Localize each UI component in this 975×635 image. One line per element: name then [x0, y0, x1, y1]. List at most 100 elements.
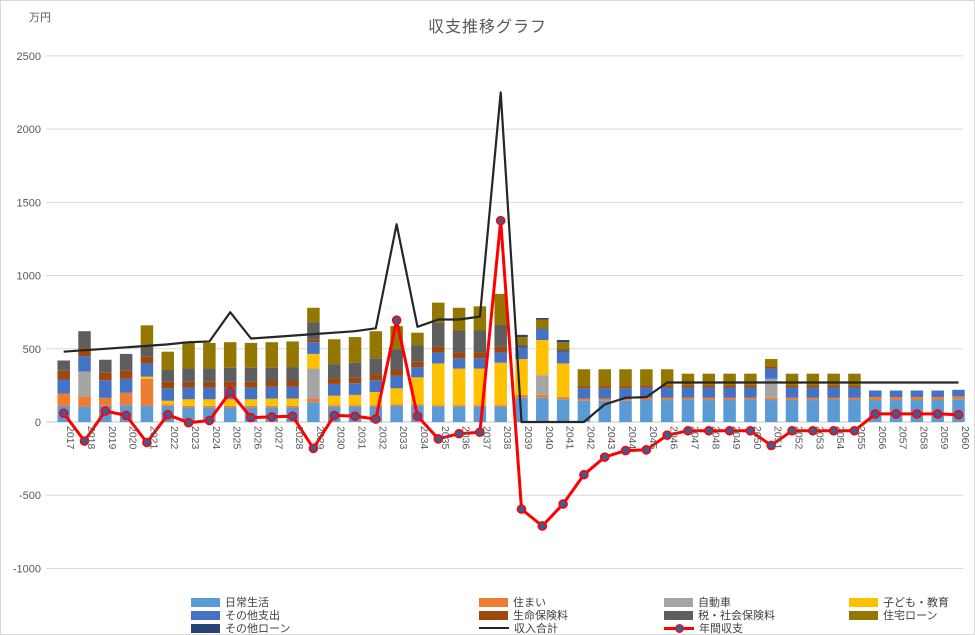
bar-segment-housing-loan-2052: [785, 373, 799, 386]
y-axis-unit-label: 万円: [29, 12, 51, 24]
bar-segment-life-insurance-2029: [307, 339, 320, 343]
bar-segment-other-expenses-2036: [452, 358, 466, 369]
x-tick-label-2043: 2043: [605, 426, 617, 450]
bar-segment-other-expenses-2021: [140, 363, 154, 377]
annual-balance-marker-2040: [537, 521, 548, 531]
bar-segment-children-education-2028: [286, 398, 299, 406]
bar-segment-housing-loan-2026: [244, 342, 258, 368]
annual-balance-marker-2020: [121, 410, 131, 421]
bar-segment-other-expenses-2026: [244, 387, 258, 400]
bar-segment-housing-2056: [869, 397, 882, 401]
bar-segment-tax-social-insurance-2026: [244, 367, 258, 382]
bar-segment-daily-living-2038: [494, 406, 507, 422]
bar-segment-other-expenses-2049: [723, 387, 736, 398]
bar-segment-housing-loan-2054: [827, 373, 840, 386]
x-tick-label-2034: 2034: [418, 426, 430, 450]
annual-balance-marker-2060: [953, 409, 964, 420]
bar-segment-other-expenses-2045: [640, 387, 653, 398]
bar-segment-housing-loan-2023: [182, 341, 195, 369]
bar-segment-other-expenses-2030: [327, 383, 341, 396]
bar-segment-other-expenses-2033: [390, 375, 403, 389]
bar-segment-life-insurance-2033: [390, 370, 403, 376]
x-tick-label-2033: 2033: [397, 426, 409, 450]
bar-segment-housing-2036: [452, 405, 466, 407]
x-tick-label-2058: 2058: [917, 426, 929, 450]
bar-segment-life-insurance-2022: [161, 381, 174, 389]
bar-segment-other-expenses-2057: [889, 390, 903, 398]
bar-segment-housing-2046: [660, 397, 674, 401]
bar-segment-housing-2043: [598, 398, 611, 401]
annual-balance-marker-2021: [142, 437, 152, 448]
bar-segment-tax-social-insurance-2028: [286, 367, 299, 381]
bar-segment-children-education-2040: [536, 339, 549, 376]
y-tick-label-500: 500: [23, 344, 41, 356]
bar-segment-tax-social-insurance-2019: [99, 359, 112, 373]
annual-balance-marker-2037: [475, 427, 485, 438]
bar-segment-housing-loan-2048: [702, 373, 716, 386]
x-tick-label-2046: 2046: [668, 426, 680, 450]
x-tick-label-2019: 2019: [106, 426, 118, 450]
bar-segment-tax-social-insurance-2021: [140, 345, 154, 357]
bar-segment-tax-social-insurance-2041: [556, 349, 570, 353]
bar-segment-housing-2055: [848, 397, 861, 401]
bar-segment-daily-living-2055: [848, 400, 861, 422]
annual-balance-marker-2043: [599, 452, 610, 462]
bar-segment-daily-living-2049: [723, 400, 736, 422]
bar-segment-housing-loan-2038: [494, 293, 507, 325]
bar-segment-housing-2058: [910, 397, 924, 401]
chart-title: 収支推移グラフ: [427, 19, 547, 36]
bar-segment-children-education-2024: [203, 399, 216, 406]
bar-segment-housing-2057: [889, 397, 903, 401]
x-tick-label-2035: 2035: [439, 426, 451, 450]
annual-balance-marker-2027: [266, 412, 277, 422]
bar-segment-other-expenses-2047: [681, 387, 695, 398]
bar-segment-life-insurance-2024: [203, 381, 216, 388]
bar-segment-life-insurance-2025: [223, 381, 237, 388]
bar-segment-other-loan-2039: [515, 334, 528, 338]
y-tick-label-2000: 2000: [17, 124, 41, 136]
x-tick-label-2028: 2028: [293, 426, 305, 450]
bar-segment-housing-2034: [411, 404, 424, 406]
bar-segment-tax-social-insurance-2037: [473, 330, 487, 353]
bar-segment-children-education-2033: [390, 388, 403, 405]
bar-segment-other-expenses-2050: [744, 387, 757, 398]
bar-segment-daily-living-2052: [785, 400, 799, 422]
bar-segment-housing-2040: [536, 394, 549, 398]
bar-segment-tax-social-insurance-2029: [307, 322, 320, 340]
bar-segment-life-insurance-2054: [827, 385, 840, 388]
bar-segment-housing-loan-2055: [848, 373, 861, 386]
bar-segment-tax-social-insurance-2024: [203, 368, 216, 382]
bar-segment-housing-loan-2047: [681, 373, 695, 386]
x-tick-label-2047: 2047: [688, 426, 700, 450]
bar-segment-life-insurance-2027: [265, 380, 279, 387]
annual-balance-marker-2025: [225, 387, 235, 397]
bar-segment-children-education-2041: [556, 363, 570, 398]
bar-segment-life-insurance-2020: [119, 370, 133, 379]
bar-segment-other-loan-2040: [536, 318, 549, 320]
x-tick-label-2040: 2040: [543, 426, 555, 450]
annual-balance-marker-2035: [433, 434, 444, 444]
bar-segment-housing-2044: [619, 398, 632, 401]
bar-segment-housing-2053: [806, 397, 820, 401]
bar-segment-housing-loan-2050: [744, 373, 757, 386]
bar-segment-tax-social-insurance-2031: [348, 362, 362, 378]
bar-segment-housing-2038: [494, 405, 507, 407]
bar-segment-housing-loan-2025: [223, 342, 237, 368]
bar-segment-tax-social-insurance-2032: [369, 358, 383, 375]
bar-segment-life-insurance-2042: [577, 386, 591, 389]
annual-balance-marker-2038: [495, 215, 506, 226]
bar-segment-housing-loan-2028: [286, 341, 299, 368]
bar-segment-housing-loan-2051: [764, 359, 778, 367]
bar-segment-tax-social-insurance-2036: [452, 330, 466, 353]
bar-segment-housing-2054: [827, 397, 840, 401]
x-tick-label-2049: 2049: [730, 426, 742, 450]
bar-segment-children-education-2030: [327, 395, 341, 406]
bar-segment-life-insurance-2045: [640, 385, 653, 388]
y-tick-label--500: -500: [19, 490, 41, 502]
bar-segment-children-education-2022: [161, 400, 174, 405]
y-tick-label-1000: 1000: [17, 271, 41, 283]
bar-segment-life-insurance-2032: [369, 374, 383, 381]
bar-segment-daily-living-2053: [806, 400, 820, 422]
bar-segment-housing-2059: [931, 397, 944, 401]
x-tick-label-2027: 2027: [272, 426, 284, 450]
